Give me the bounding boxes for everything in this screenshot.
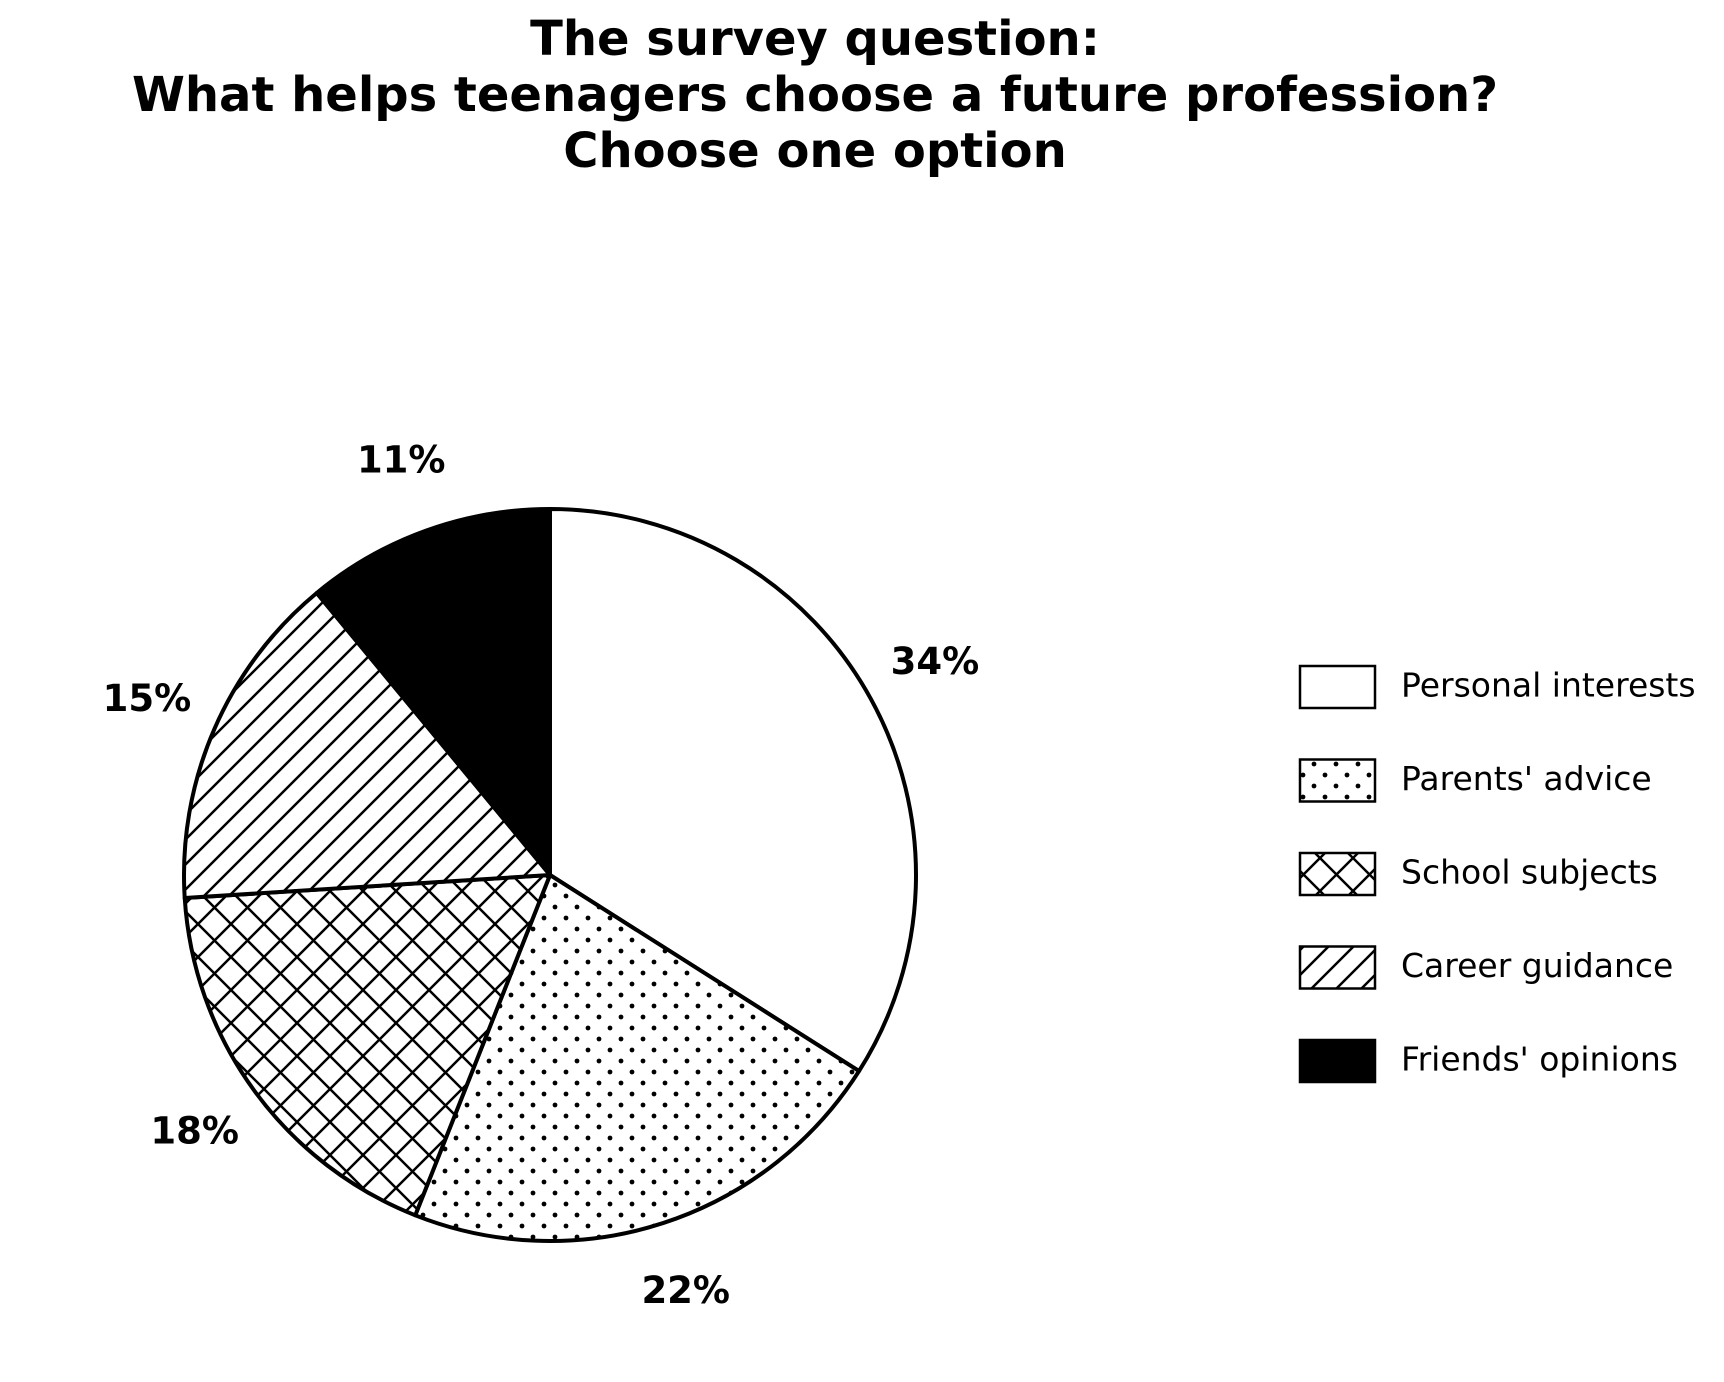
legend-label: Personal interests bbox=[1401, 666, 1696, 705]
data-label: 22% bbox=[641, 1269, 730, 1312]
legend-swatch bbox=[1298, 851, 1377, 897]
pie-slice bbox=[314, 507, 552, 877]
legend-swatch bbox=[1298, 1038, 1377, 1084]
pie-slice bbox=[548, 507, 918, 1074]
legend-label: Parents' advice bbox=[1401, 759, 1652, 798]
legend-swatch bbox=[1298, 758, 1377, 803]
pie-slice bbox=[413, 873, 862, 1243]
legend-swatch bbox=[1298, 945, 1377, 990]
legend-label: Friends' opinions bbox=[1401, 1040, 1678, 1079]
legend-label: Career guidance bbox=[1401, 946, 1673, 985]
data-label: 34% bbox=[891, 640, 980, 683]
data-label: 18% bbox=[150, 1110, 239, 1153]
data-label: 11% bbox=[357, 438, 446, 481]
chart-title: The survey question: What helps teenagers… bbox=[132, 11, 1498, 179]
pie-slice bbox=[182, 873, 552, 1218]
legend-label: School subjects bbox=[1401, 853, 1658, 892]
data-label: 15% bbox=[103, 677, 192, 720]
pie-slice bbox=[182, 590, 552, 900]
legend-swatch bbox=[1298, 664, 1377, 710]
